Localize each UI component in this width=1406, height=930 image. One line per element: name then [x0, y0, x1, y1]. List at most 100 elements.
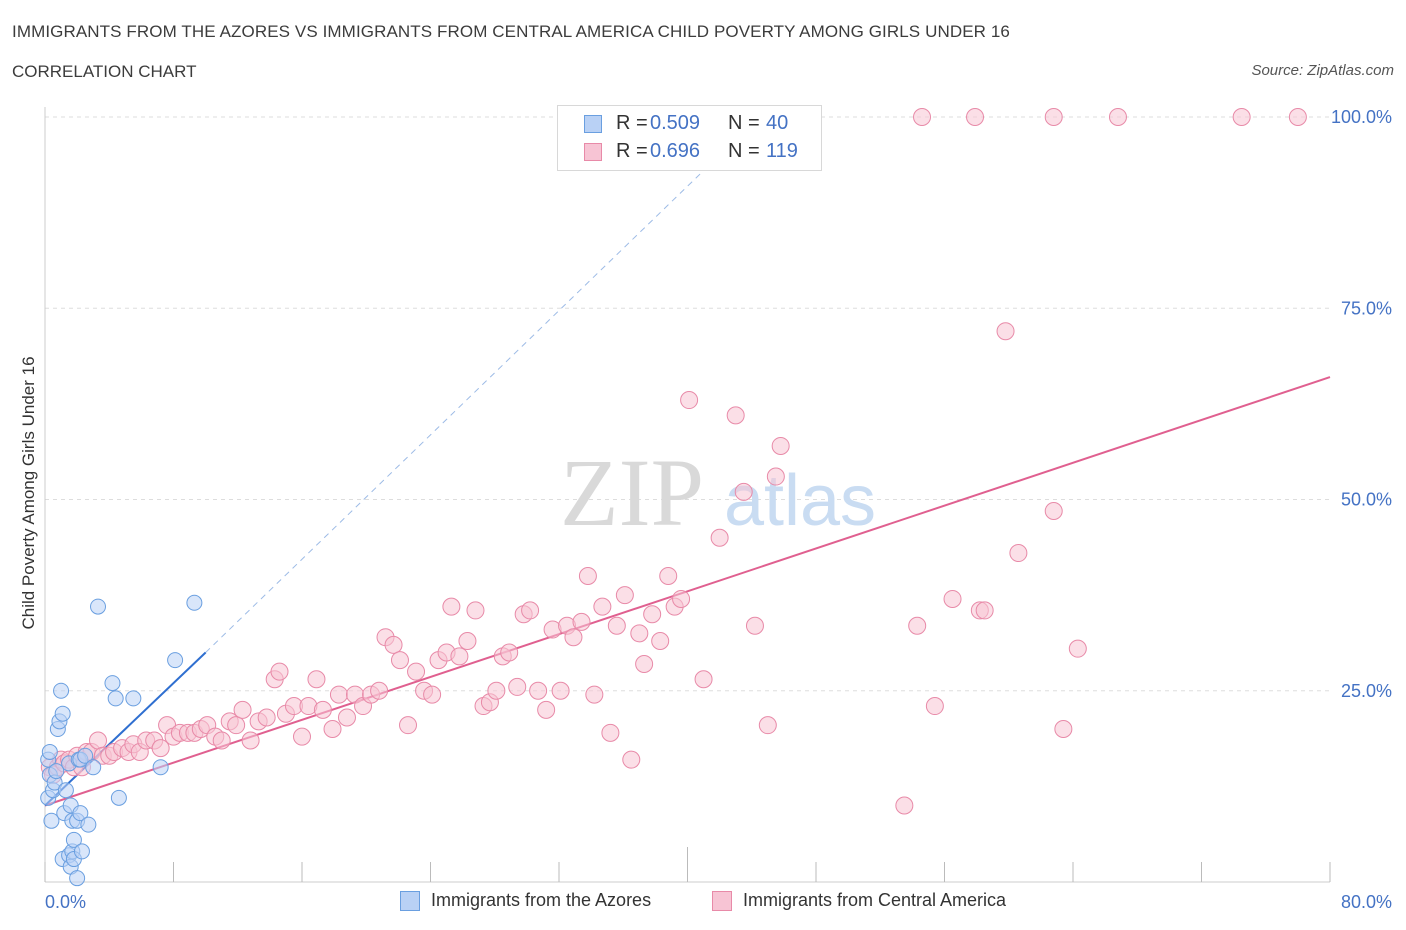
point-azores: [57, 782, 74, 799]
point-central-america: [745, 616, 764, 635]
point-central-america: [771, 436, 790, 455]
point-central-america: [537, 700, 556, 719]
point-azores: [85, 759, 102, 776]
bottom-legend-swatch-central-america: [712, 891, 732, 911]
point-azores: [125, 690, 142, 707]
trendline-azores: [44, 651, 207, 807]
legend-swatch-azores: [584, 115, 602, 133]
point-central-america: [241, 731, 260, 750]
point-central-america: [572, 612, 591, 631]
point-central-america: [487, 681, 506, 700]
point-central-america: [726, 406, 745, 425]
point-central-america: [500, 643, 519, 662]
point-azores: [41, 743, 58, 760]
x-tick-label-max: 80.0%: [1341, 892, 1392, 912]
data-points: [40, 108, 1307, 887]
point-central-america: [1068, 639, 1087, 658]
point-central-america: [1108, 108, 1127, 126]
point-central-america: [233, 700, 252, 719]
point-central-america: [895, 796, 914, 815]
trendline-azores-extended: [205, 162, 712, 653]
point-central-america: [943, 589, 962, 608]
trend-lines: [44, 162, 1331, 807]
bottom-legend-swatch-azores: [400, 891, 420, 911]
point-azores: [48, 763, 65, 780]
watermark-zip: ZIP: [560, 439, 704, 546]
point-central-america: [622, 750, 641, 769]
point-azores: [80, 816, 97, 833]
point-central-america: [384, 635, 403, 654]
bottom-legend-label-central-america: Immigrants from Central America: [743, 890, 1007, 910]
point-central-america: [257, 708, 276, 727]
chart-subtitle: CORRELATION CHART: [12, 62, 197, 81]
x-tick-label-min: 0.0%: [45, 892, 86, 912]
legend-n-label: N =: [728, 140, 760, 162]
point-central-america: [694, 670, 713, 689]
point-central-america: [913, 108, 932, 126]
point-central-america: [270, 662, 289, 681]
point-azores: [69, 870, 86, 887]
point-azores: [73, 843, 90, 860]
point-central-america: [212, 731, 231, 750]
point-central-america: [390, 651, 409, 670]
point-central-america: [651, 632, 670, 651]
point-central-america: [766, 467, 785, 486]
point-central-america: [1044, 108, 1063, 126]
point-central-america: [615, 586, 634, 605]
point-azores: [167, 652, 184, 669]
y-tick-label: 100.0%: [1331, 107, 1392, 127]
point-central-america: [1288, 108, 1307, 126]
point-central-america: [1232, 108, 1251, 126]
y-tick-label: 75.0%: [1341, 298, 1392, 318]
point-central-america: [458, 632, 477, 651]
point-central-america: [89, 731, 108, 750]
point-central-america: [1009, 544, 1028, 563]
point-azores: [110, 789, 127, 806]
legend-n-label: N =: [728, 112, 760, 134]
point-central-america: [680, 391, 699, 410]
point-central-america: [659, 567, 678, 585]
point-central-america: [601, 723, 620, 742]
point-central-america: [734, 482, 753, 501]
point-central-america: [630, 624, 649, 643]
point-azores: [77, 747, 94, 764]
point-central-america: [313, 700, 332, 719]
legend-n-value-azores: 40: [766, 112, 789, 134]
point-central-america: [423, 685, 442, 704]
legend-r-label: R =: [616, 112, 648, 134]
point-central-america: [1044, 501, 1063, 520]
point-azores: [107, 690, 124, 707]
point-central-america: [521, 601, 540, 620]
y-tick-label: 50.0%: [1341, 490, 1392, 510]
point-central-america: [551, 681, 570, 700]
tick-labels: 25.0% 50.0% 75.0% 100.0% 0.0% 80.0%: [45, 107, 1392, 912]
point-azores: [90, 598, 107, 615]
point-central-america: [227, 716, 246, 735]
trendline-central-america: [44, 376, 1331, 807]
point-azores: [186, 594, 203, 611]
point-azores: [65, 831, 82, 848]
point-central-america: [337, 708, 356, 727]
point-central-america: [925, 697, 944, 716]
point-central-america: [293, 727, 311, 746]
point-central-america: [643, 605, 662, 624]
y-tick-label: 25.0%: [1341, 681, 1392, 701]
point-central-america: [407, 662, 426, 681]
point-central-america: [975, 601, 994, 620]
point-central-america: [966, 108, 985, 126]
point-central-america: [529, 681, 548, 700]
legend-r-label: R =: [616, 140, 648, 162]
point-central-america: [585, 685, 604, 704]
point-central-america: [323, 720, 342, 738]
point-central-america: [672, 589, 691, 608]
point-central-america: [399, 716, 418, 735]
point-central-america: [710, 528, 729, 547]
bottom-legend-label-azores: Immigrants from the Azores: [431, 890, 652, 910]
point-central-america: [635, 654, 654, 673]
point-central-america: [466, 601, 485, 620]
legend-swatch-central-america: [584, 143, 602, 161]
point-azores: [54, 705, 71, 722]
point-central-america: [758, 716, 777, 735]
point-azores: [53, 682, 70, 699]
